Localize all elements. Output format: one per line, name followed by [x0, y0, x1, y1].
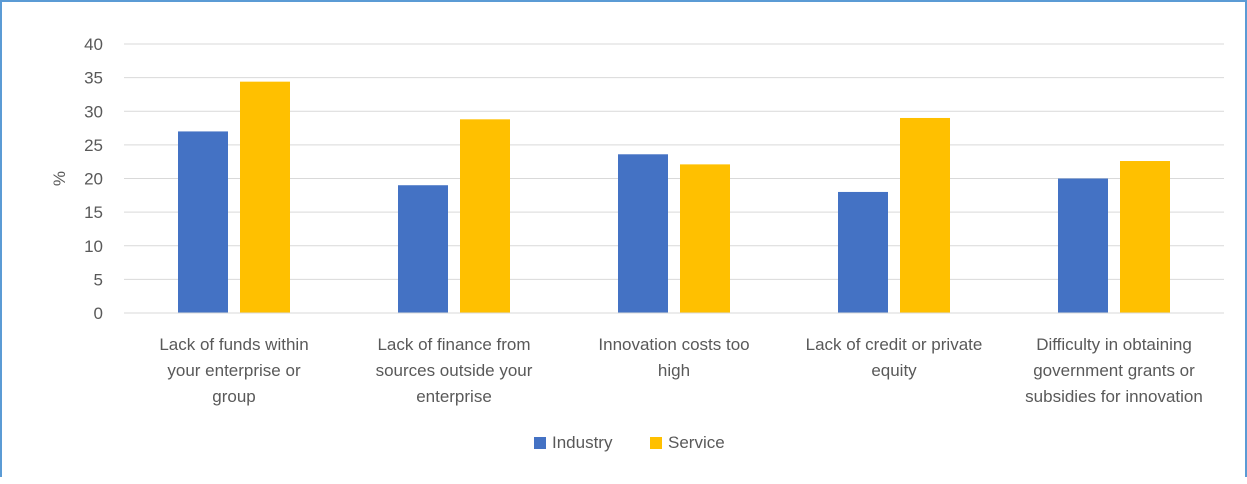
y-tick-label: 0 [94, 304, 103, 323]
legend-swatch-service [650, 437, 662, 449]
bar-service-0 [240, 81, 290, 313]
x-axis-category-labels: Lack of funds within your enterprise or gr… [159, 335, 1202, 406]
x-category-label: Difficulty in obtaining government grants… [1025, 335, 1203, 406]
y-tick-label: 30 [84, 102, 103, 121]
legend-swatch-industry [534, 437, 546, 449]
bar-service-1 [460, 119, 510, 313]
legend-label-industry: Industry [552, 433, 613, 452]
x-category-label: Lack of credit or private equity [806, 335, 983, 380]
bar-industry-3 [838, 191, 888, 313]
y-axis-label: % [50, 171, 69, 186]
y-tick-label: 40 [84, 35, 103, 54]
x-category-label: Lack of funds within your enterprise or gr… [159, 335, 308, 406]
y-tick-label: 20 [84, 170, 103, 189]
bar-service-2 [680, 164, 730, 313]
x-category-label: Lack of finance from sources outside your… [376, 335, 533, 406]
legend: Industry Service [534, 433, 725, 452]
bar-industry-1 [398, 185, 448, 313]
x-category-label: Innovation costs too high [598, 335, 749, 380]
bar-service-3 [900, 117, 950, 313]
y-tick-label: 10 [84, 237, 103, 256]
bar-industry-4 [1058, 178, 1108, 313]
gridlines [124, 43, 1224, 314]
legend-label-service: Service [668, 433, 725, 452]
bar-industry-0 [178, 131, 228, 313]
y-tick-label: 25 [84, 136, 103, 155]
y-tick-label: 35 [84, 69, 103, 88]
y-axis-ticks: 0 5 10 15 20 25 30 35 40 [84, 35, 103, 323]
bar-service-4 [1120, 161, 1170, 313]
bar-industry-2 [618, 154, 668, 313]
y-tick-label: 5 [94, 270, 103, 289]
bars [124, 81, 1224, 314]
y-tick-label: 15 [84, 203, 103, 222]
